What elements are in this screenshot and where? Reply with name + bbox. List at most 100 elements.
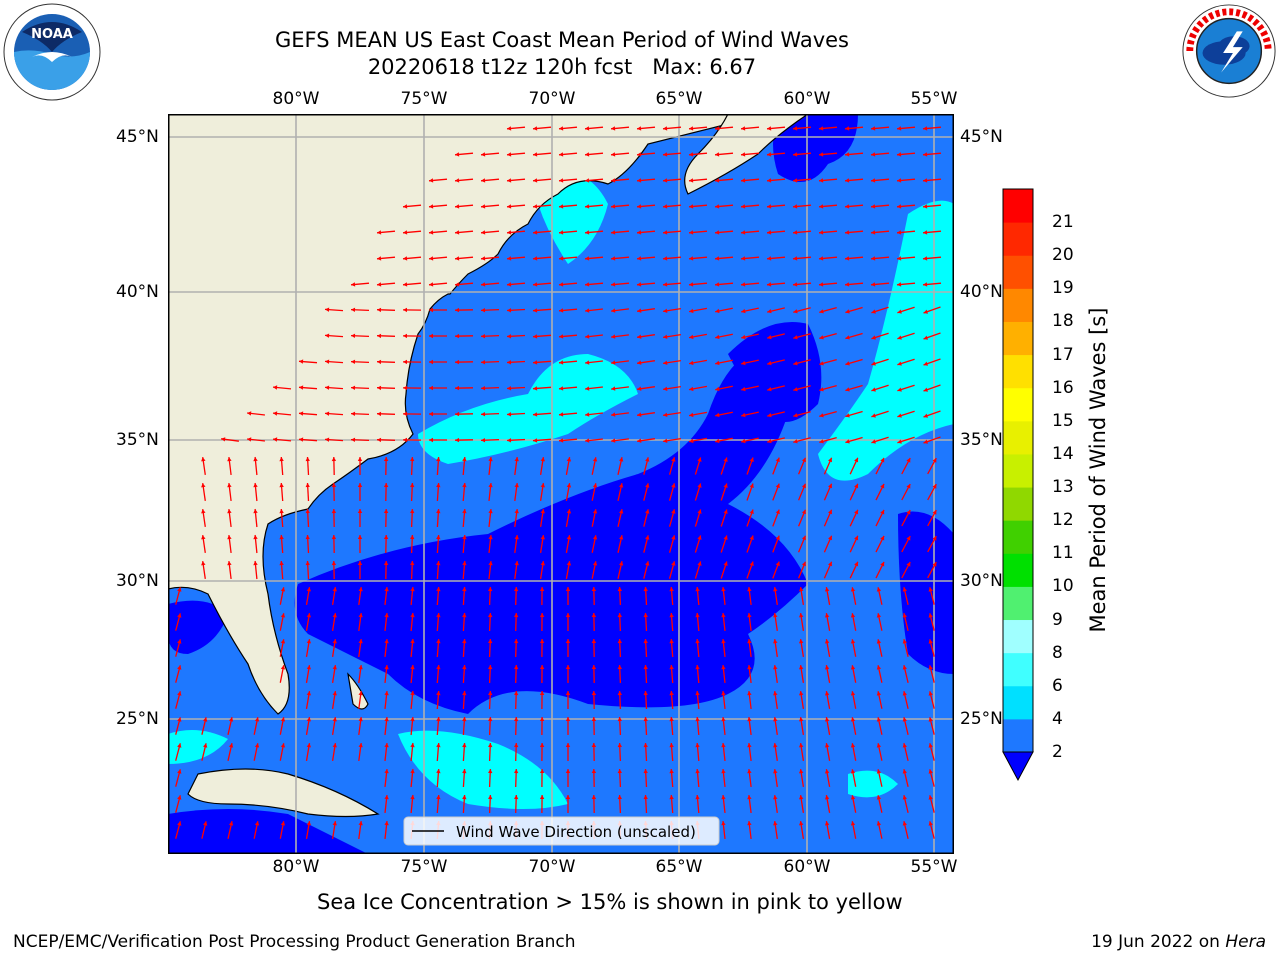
wind-wave-arrow-head bbox=[331, 483, 337, 488]
wind-wave-arrow-head bbox=[645, 535, 650, 540]
wind-wave-arrow-head bbox=[793, 178, 798, 183]
wind-wave-arrow-head bbox=[932, 458, 937, 463]
wind-wave-arrow-head bbox=[514, 457, 519, 462]
wind-wave-arrow-head bbox=[488, 795, 493, 800]
wind-wave-arrow-head bbox=[358, 743, 363, 748]
wind-wave-arrow-head bbox=[799, 613, 804, 618]
wind-wave-arrow-head bbox=[697, 509, 702, 514]
wind-wave-arrow-head bbox=[715, 334, 720, 340]
wind-wave-arrow-head bbox=[514, 717, 519, 722]
wind-wave-arrow-head bbox=[669, 587, 674, 592]
wind-wave-arrow-head bbox=[462, 561, 467, 566]
wind-wave-arrow-head bbox=[455, 152, 460, 157]
wind-wave-arrow-head bbox=[332, 717, 337, 722]
wind-wave-arrow-head bbox=[565, 613, 571, 617]
wind-wave-arrow-head bbox=[455, 411, 460, 417]
wind-wave-arrow-head bbox=[585, 230, 590, 235]
wind-wave-arrow-head bbox=[455, 437, 460, 443]
wind-wave-arrow-head bbox=[383, 509, 389, 513]
wind-wave-arrow-head bbox=[695, 639, 700, 644]
wind-wave-arrow-head bbox=[741, 126, 746, 131]
wind-wave-arrow-head bbox=[819, 282, 824, 287]
colorbar-segment bbox=[1003, 586, 1033, 621]
wind-wave-arrow-head bbox=[177, 587, 182, 592]
wind-wave-arrow-head bbox=[306, 613, 311, 618]
wind-wave-arrow-head bbox=[253, 483, 258, 488]
wind-wave-arrow-head bbox=[514, 743, 519, 748]
wind-wave-arrow-head bbox=[773, 587, 778, 592]
noaa-logo: NOAA bbox=[3, 3, 101, 101]
wind-wave-arrow-head bbox=[773, 665, 778, 670]
wind-wave-arrow-head bbox=[643, 639, 648, 644]
wind-wave-arrow-head bbox=[932, 484, 937, 489]
wind-wave-arrow-head bbox=[429, 204, 434, 209]
sea-ice-note: Sea Ice Concentration > 15% is shown in … bbox=[317, 890, 903, 914]
wind-wave-arrow-head bbox=[819, 387, 824, 392]
wind-wave-arrow-head bbox=[767, 126, 772, 131]
wind-wave-arrow-head bbox=[767, 309, 772, 314]
wind-wave-arrow-head bbox=[384, 691, 389, 696]
wind-wave-arrow-head bbox=[280, 613, 286, 618]
wind-wave-arrow-head bbox=[850, 691, 856, 696]
wind-wave-arrow-head bbox=[514, 587, 519, 592]
wind-wave-arrow-head bbox=[591, 717, 597, 721]
wind-wave-arrow-head bbox=[436, 743, 441, 748]
colorbar-segment bbox=[1003, 387, 1033, 422]
colorbar-segment bbox=[1003, 189, 1033, 223]
wind-wave-arrow-head bbox=[436, 535, 441, 540]
wind-wave-arrow-head bbox=[902, 587, 907, 592]
wind-wave-arrow-head bbox=[201, 561, 206, 566]
wind-wave-arrow-head bbox=[436, 509, 441, 514]
wind-wave-arrow-head bbox=[689, 438, 694, 444]
wind-wave-arrow-head bbox=[801, 457, 806, 463]
wind-wave-arrow-head bbox=[273, 437, 278, 442]
wind-wave-arrow-head bbox=[697, 561, 702, 566]
footer-date: 19 Jun 2022 on Hera bbox=[1091, 932, 1266, 952]
wind-wave-arrow-head bbox=[775, 483, 780, 489]
wind-wave-arrow-head bbox=[773, 613, 778, 618]
wind-wave-arrow-head bbox=[462, 587, 467, 592]
wind-wave-arrow-head bbox=[928, 769, 933, 774]
wind-wave-arrow-head bbox=[689, 152, 694, 157]
wind-wave-arrow-head bbox=[923, 309, 928, 314]
wind-wave-arrow-head bbox=[481, 438, 486, 443]
wind-wave-arrow-head bbox=[611, 126, 616, 131]
wind-wave-arrow-head bbox=[306, 665, 311, 670]
wind-wave-arrow-head bbox=[565, 587, 571, 591]
wind-wave-arrow-head bbox=[749, 457, 754, 462]
wind-wave-arrow-head bbox=[481, 282, 486, 287]
wind-wave-arrow-head bbox=[436, 717, 441, 722]
colorbar-segment bbox=[1003, 255, 1033, 289]
wind-wave-arrow-head bbox=[741, 204, 746, 209]
wind-wave-arrow-head bbox=[721, 743, 726, 748]
wind-wave-arrow-head bbox=[793, 282, 798, 287]
wind-wave-arrow-head bbox=[585, 438, 590, 443]
wind-wave-arrow-head bbox=[611, 360, 616, 365]
wind-wave-arrow-head bbox=[377, 256, 382, 261]
wind-wave-arrow-head bbox=[695, 743, 700, 748]
wind-wave-arrow-head bbox=[747, 821, 752, 826]
wind-wave-arrow-head bbox=[799, 821, 804, 826]
wind-wave-arrow-head bbox=[747, 665, 752, 670]
wind-wave-arrow-head bbox=[637, 178, 642, 183]
wind-wave-arrow-head bbox=[227, 457, 232, 462]
wind-wave-arrow-head bbox=[403, 385, 407, 391]
lat-label-right-35n: 35°N bbox=[960, 430, 1003, 450]
wind-wave-arrow-head bbox=[749, 509, 754, 514]
wind-wave-arrow-head bbox=[767, 230, 772, 235]
wind-wave-arrow-head bbox=[507, 412, 512, 417]
legend-box: Wind Wave Direction (unscaled) bbox=[403, 816, 720, 846]
wind-wave-arrow-head bbox=[177, 691, 182, 696]
wind-wave-arrow-head bbox=[928, 821, 933, 826]
wind-wave-arrow-head bbox=[801, 561, 806, 567]
wind-wave-arrow-head bbox=[325, 307, 330, 312]
wind-wave-arrow-head bbox=[177, 795, 182, 800]
wind-wave-arrow-head bbox=[715, 152, 720, 157]
wind-wave-arrow-head bbox=[177, 717, 182, 722]
wind-wave-arrow-head bbox=[741, 308, 746, 314]
wind-wave-arrow-head bbox=[801, 509, 806, 515]
wind-wave-arrow-head bbox=[591, 795, 597, 799]
wind-wave-arrow-head bbox=[592, 535, 598, 540]
wind-wave-arrow-head bbox=[358, 717, 363, 722]
wind-wave-arrow-head bbox=[611, 256, 616, 261]
